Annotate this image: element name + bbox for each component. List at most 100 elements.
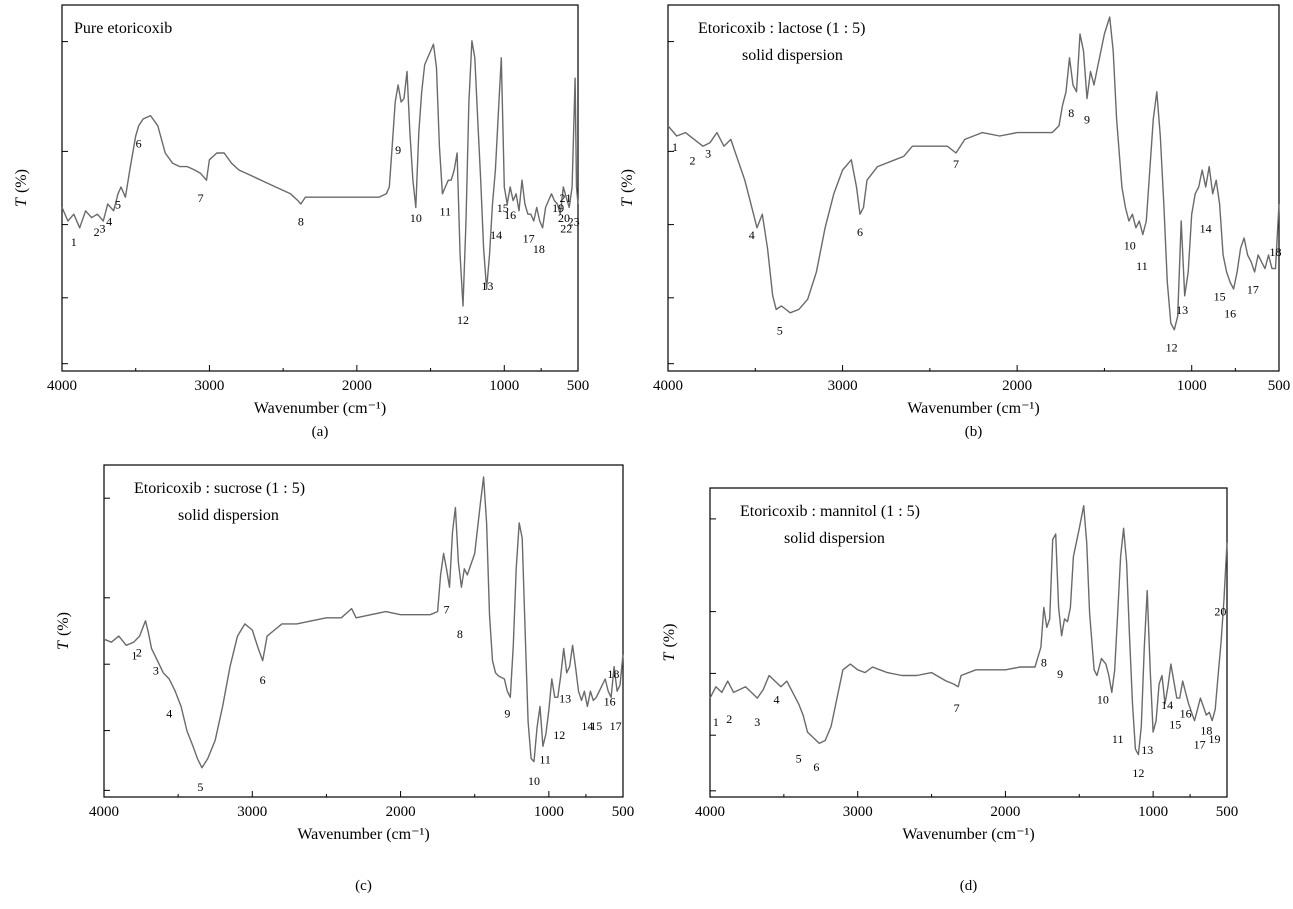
x-axis-label: Wavenumber (cm⁻¹) [907,400,1039,417]
annotation-line: Etoricoxib : sucrose (1 : 5) [134,480,305,497]
peak-label: 20 [1214,605,1226,619]
x-tick-label: 2000 [386,804,416,820]
annotation-line: solid dispersion [178,507,279,524]
peak-label: 14 [1161,698,1173,712]
peak-label: 8 [1041,655,1047,669]
annotation-line: Etoricoxib : mannitol (1 : 5) [740,503,920,520]
x-tick-label: 1000 [534,804,564,820]
peak-label: 18 [1270,245,1282,259]
panel-a: 4000 3000 2000 1000 500 Wavenumber (cm⁻¹) T (%)… [13,4,590,440]
x-tick-label: 1000 [489,378,519,394]
panel-b: 4000 3000 2000 1000 500 Wavenumber (cm⁻¹) T (%)… [619,4,1290,440]
y-axis-unit: (%) [13,169,30,193]
peak-label: 13 [481,279,493,293]
peak-label: 16 [1180,706,1192,720]
y-axis-symbol: T [619,197,636,207]
peak-label: 17 [610,719,622,733]
y-axis-unit: (%) [55,612,72,636]
annotation-line: solid dispersion [784,530,885,547]
peak-label: 10 [410,211,422,225]
peak-label: 5 [115,198,121,212]
peak-label: 22 [560,221,572,235]
x-tick-label: 4000 [653,378,683,394]
peak-label: 7 [198,191,204,205]
peak-label: 8 [298,215,304,229]
peak-label: 2 [689,153,695,167]
peak-label: 17 [1247,283,1259,297]
panel-label: (d) [960,878,978,894]
x-tick-label: 2000 [342,378,372,394]
peak-label: 1 [71,235,77,249]
peak-label: 19 [1208,732,1220,746]
spectrum-line [61,40,579,307]
x-tick-label: 2000 [1002,378,1032,394]
peak-label: 5 [796,752,802,766]
peak-label: 7 [954,701,960,715]
peak-label: 10 [1124,238,1136,252]
plot-frame [667,4,1280,372]
panel-d: 4000 3000 2000 1000 500 Wavenumber (cm⁻¹) T (%)… [661,487,1238,894]
x-axis-label: Wavenumber (cm⁻¹) [902,826,1034,843]
peak-label: 6 [260,673,266,687]
peak-label: 4 [749,228,755,242]
x-tick-label: 4000 [89,804,119,820]
peak-label: 9 [395,143,401,157]
peak-label: 7 [444,603,450,617]
peak-label: 3 [153,664,159,678]
annotation-line: Etoricoxib : lactose (1 : 5) [698,20,866,37]
peak-label: 19 [552,201,564,215]
peak-label: 16 [604,694,616,708]
x-tick-label: 1000 [1177,378,1207,394]
peak-label: 3 [705,147,711,161]
y-axis-symbol: T [55,640,72,650]
panel-label: (a) [312,424,329,440]
peak-label: 15 [497,201,509,215]
panel-label: (c) [355,878,372,894]
peak-label: 9 [504,707,510,721]
peak-label: 13 [1176,303,1188,317]
peak-label: 18 [607,667,619,681]
peak-label: 23 [568,215,580,229]
peak-label: 3 [754,715,760,729]
plot-frame [61,4,579,372]
x-tick-label: 2000 [990,804,1020,820]
x-tick-label: 1000 [1138,804,1168,820]
peak-label: 6 [136,136,142,150]
peak-label: 10 [1097,692,1109,706]
peak-label: 18 [533,242,545,256]
x-tick-label: 3000 [237,804,267,820]
panel-label: (b) [965,424,983,440]
peak-label: 14 [1200,221,1212,235]
peak-label: 17 [1194,738,1206,752]
peak-label: 1 [713,715,719,729]
peak-label: 6 [813,760,819,774]
peak-label: 4 [166,707,172,721]
peak-label: 4 [773,692,779,706]
peak-label: 14 [490,228,502,242]
peak-label: 9 [1084,113,1090,127]
y-axis-symbol: T [13,197,30,207]
peak-label: 13 [1141,743,1153,757]
annotation-line: solid dispersion [742,47,843,64]
plot-frame [103,464,624,798]
peak-label: 10 [528,774,540,788]
x-axis-label: Wavenumber (cm⁻¹) [254,400,386,417]
peak-label: 8 [1068,106,1074,120]
peak-label: 16 [504,208,516,222]
peak-label: 21 [559,191,571,205]
peak-label: 1 [672,140,678,154]
peak-label: 4 [106,215,112,229]
peak-label: 13 [559,691,571,705]
peak-label: 11 [1112,732,1124,746]
peak-label: 3 [100,221,106,235]
peak-label: 2 [726,712,732,726]
peak-label: 5 [777,323,783,337]
peak-label: 2 [136,645,142,659]
y-axis-label: T (%) [661,624,678,662]
annotation-line: Pure etoricoxib [74,20,172,37]
spectrum-line [667,16,1280,331]
plot-frame [709,487,1228,798]
peak-label: 15 [1214,289,1226,303]
x-tick-label: 500 [567,378,590,394]
y-axis-label: T (%) [55,612,72,650]
